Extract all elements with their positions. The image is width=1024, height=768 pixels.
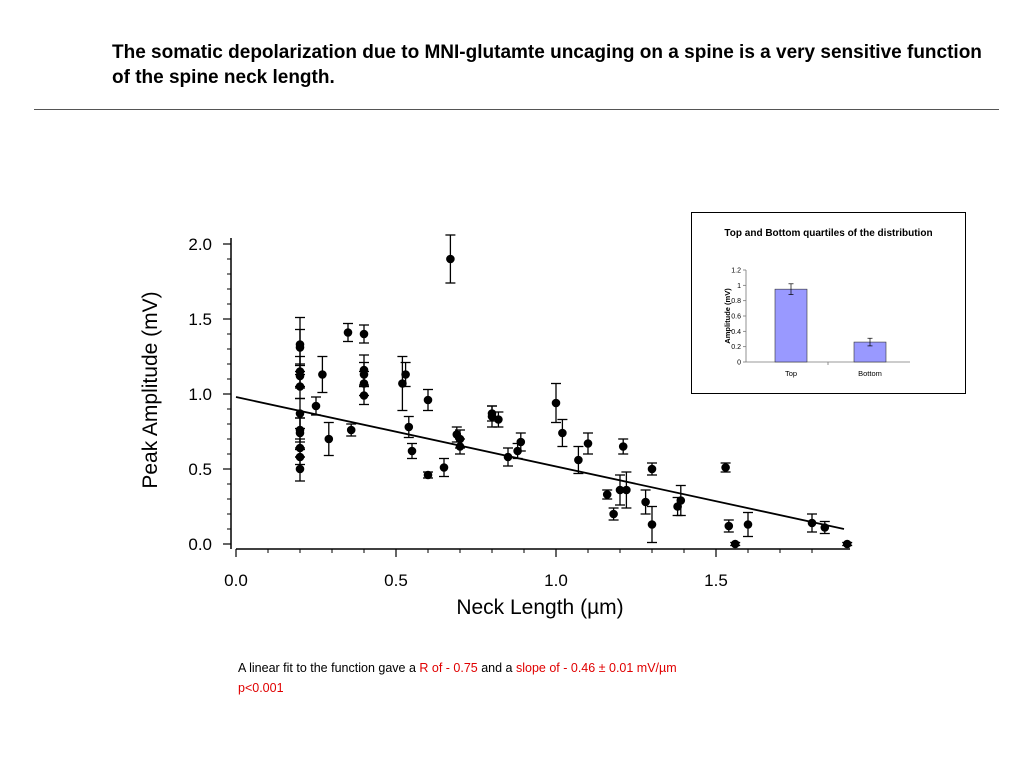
inset-y-tick-label: 1 (737, 283, 741, 290)
data-point (615, 485, 625, 495)
x-tick-label: 0.5 (384, 571, 408, 590)
data-point (295, 428, 305, 438)
y-axis-label: Peak Amplitude (mV) (139, 291, 162, 488)
fit-caption: A linear fit to the function gave a R of… (238, 658, 677, 698)
inset-y-tick-label: 0.2 (731, 344, 741, 351)
inset-y-tick-label: 1.2 (731, 268, 741, 275)
title-divider (34, 109, 999, 110)
inset-y-axis-label: Amplitude (mV) (723, 288, 732, 344)
data-point (295, 443, 305, 453)
inset-y-tick-label: 0 (737, 360, 741, 367)
y-tick-label: 0.5 (188, 460, 212, 479)
data-point (311, 401, 321, 411)
inset-y-tick-label: 0.4 (731, 329, 741, 336)
inset-panel: Top and Bottom quartiles of the distribu… (691, 212, 966, 394)
x-axis-label: Neck Length (µm) (456, 596, 623, 619)
data-point (609, 509, 618, 519)
data-point (602, 490, 612, 499)
data-point (295, 382, 305, 391)
data-point (318, 370, 327, 379)
caption-p-value: p<0.001 (238, 681, 284, 695)
data-point (516, 437, 526, 447)
data-point (455, 442, 465, 451)
inset-category-label: Top (785, 369, 797, 378)
data-point (647, 464, 657, 474)
caption-r-value: R of - 0.75 (419, 661, 478, 675)
data-point (820, 523, 830, 532)
inset-category-label: Bottom (858, 369, 882, 378)
data-point (401, 370, 410, 379)
x-tick-label: 1.5 (704, 571, 728, 590)
data-point (346, 425, 356, 435)
data-point (641, 497, 650, 507)
data-point (724, 521, 734, 531)
data-point (295, 409, 305, 418)
data-point (743, 520, 753, 529)
data-point (622, 485, 631, 495)
data-point (583, 439, 593, 448)
y-tick-label: 1.5 (188, 310, 212, 329)
data-point (676, 496, 686, 505)
data-point (574, 455, 583, 465)
data-point (439, 463, 449, 472)
y-tick-label: 0.0 (188, 535, 212, 554)
x-tick-label: 1.0 (544, 571, 568, 590)
data-point (618, 442, 628, 451)
x-tick-label: 0.0 (224, 571, 248, 590)
data-point (487, 412, 497, 421)
data-point (324, 434, 334, 444)
fit-line (235, 396, 845, 530)
caption-slope: slope of - 0.46 ± 0.01 mV/µm (515, 661, 677, 675)
caption-intro: A linear fit to the function gave a (238, 661, 420, 675)
inset-y-tick-label: 0.8 (731, 298, 741, 305)
data-point (721, 463, 730, 472)
data-point (359, 379, 369, 388)
inset-y-tick-label: 0.6 (731, 314, 741, 321)
data-point (503, 452, 513, 462)
data-point (446, 254, 455, 264)
data-point (343, 328, 353, 337)
data-point (359, 391, 369, 400)
data-point (398, 379, 407, 388)
inset-chart-title: Top and Bottom quartiles of the distribu… (724, 228, 933, 239)
data-point (730, 539, 740, 549)
data-point (494, 415, 503, 424)
data-point (423, 470, 433, 480)
y-tick-label: 2.0 (188, 235, 212, 254)
data-point (404, 422, 414, 432)
data-point (807, 518, 817, 528)
y-tick-label: 1.0 (188, 385, 212, 404)
data-point (647, 520, 657, 529)
data-point (551, 398, 561, 408)
data-point (407, 446, 417, 456)
data-point (295, 464, 305, 474)
data-point (359, 329, 369, 339)
data-point (295, 343, 305, 352)
inset-bar-chart: 0 0.2 0.4 0.6 0.8 1 1.2 Top Bottom Amplitude (mV) (723, 268, 910, 378)
data-point (558, 428, 567, 438)
data-point (423, 395, 433, 405)
caption-and: and a (477, 661, 516, 675)
data-point (842, 539, 852, 549)
inset-bar (774, 288, 808, 363)
slide-title: The somatic depolarization due to MNI-gl… (112, 42, 982, 88)
